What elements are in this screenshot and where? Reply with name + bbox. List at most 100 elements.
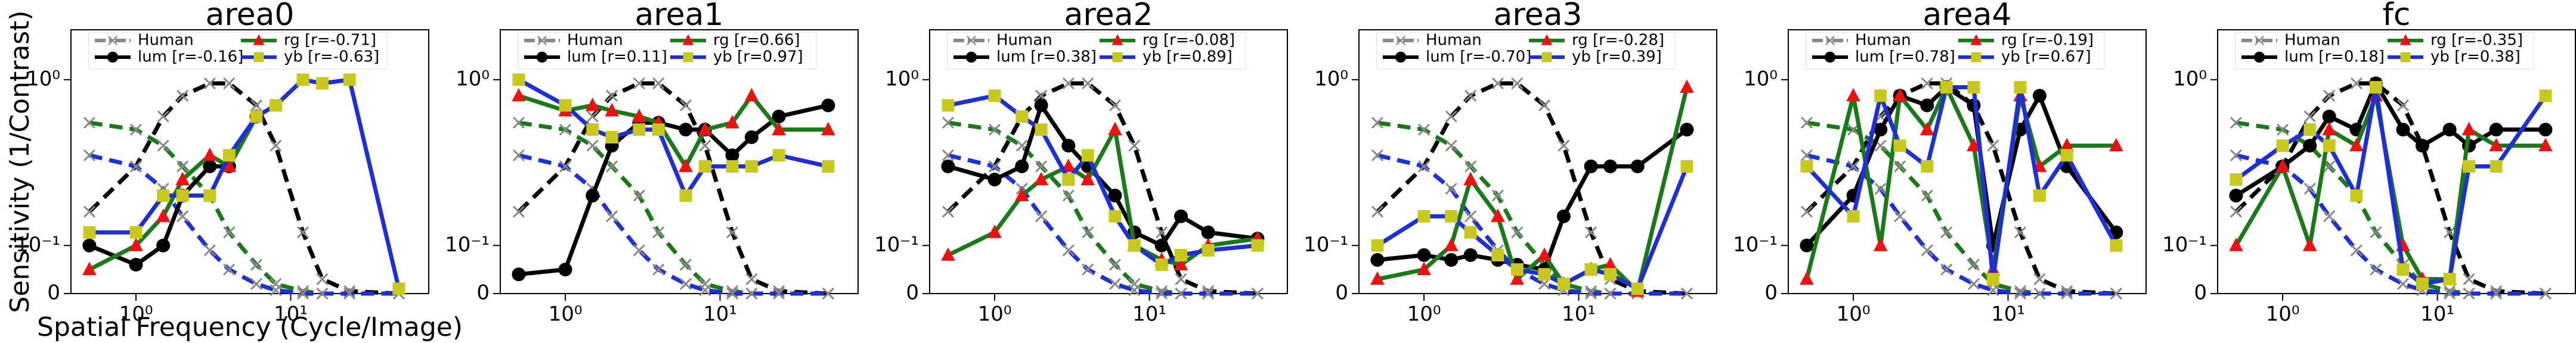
marker xyxy=(2033,189,2046,202)
marker xyxy=(1511,226,1524,239)
marker xyxy=(1109,277,1122,290)
marker xyxy=(1894,210,1906,223)
marker xyxy=(250,110,263,123)
marker xyxy=(679,277,692,290)
marker xyxy=(1680,79,1694,93)
legend-label: yb [r=0.39] xyxy=(1572,48,1662,66)
x-tick-label: 10⁰ xyxy=(119,303,153,326)
marker xyxy=(586,139,599,152)
marker xyxy=(2397,99,2410,112)
marker xyxy=(1062,173,1075,186)
marker xyxy=(772,121,787,136)
panel-title: area4 xyxy=(1922,0,2011,33)
series-line xyxy=(1805,85,2118,247)
marker xyxy=(1800,205,1813,218)
marker xyxy=(1967,81,1980,94)
marker xyxy=(1155,287,1168,300)
marker xyxy=(269,99,282,112)
marker xyxy=(2462,160,2475,173)
marker xyxy=(1680,123,1694,137)
legend-marker xyxy=(683,52,693,63)
marker xyxy=(1015,159,1029,173)
marker xyxy=(2033,273,2046,285)
marker xyxy=(1062,244,1075,257)
legend-label: Human xyxy=(1426,32,1482,49)
marker xyxy=(343,287,356,300)
marker xyxy=(1128,239,1141,252)
y-tick-label: 0 xyxy=(1335,281,1348,305)
marker xyxy=(586,188,600,202)
marker xyxy=(1894,160,1906,173)
y-tick-label: 10⁰ xyxy=(2173,67,2207,91)
marker xyxy=(1537,247,1552,261)
marker xyxy=(821,98,835,113)
legend-label: yb [r=-0.63] xyxy=(284,48,379,66)
marker xyxy=(157,139,169,152)
marker xyxy=(512,149,525,161)
marker xyxy=(2303,139,2317,153)
marker xyxy=(297,287,309,300)
marker xyxy=(2110,287,2122,300)
marker xyxy=(2415,139,2429,153)
x-tick-label: 10¹ xyxy=(274,303,308,326)
legend-box xyxy=(947,32,1246,70)
legend-box xyxy=(518,32,817,70)
human-line xyxy=(1806,153,2116,296)
marker xyxy=(1108,188,1122,202)
marker xyxy=(250,258,263,271)
marker xyxy=(1081,149,1094,162)
marker xyxy=(726,287,739,300)
panel-title: area0 xyxy=(205,0,294,33)
marker xyxy=(223,77,236,90)
series-line xyxy=(1805,85,2118,280)
marker xyxy=(1371,117,1383,129)
marker xyxy=(1082,77,1094,90)
series-line xyxy=(947,123,1258,267)
marker xyxy=(942,99,955,112)
marker xyxy=(1174,209,1188,223)
x-tick-label: 10⁰ xyxy=(1837,303,1871,326)
marker xyxy=(1584,263,1597,276)
marker xyxy=(2539,287,2552,300)
marker xyxy=(157,110,169,123)
marker xyxy=(203,189,216,202)
marker xyxy=(1174,248,1187,261)
marker xyxy=(1465,89,1477,102)
marker xyxy=(988,160,1001,173)
marker xyxy=(725,148,739,163)
marker xyxy=(2489,123,2503,137)
marker xyxy=(2323,139,2336,152)
marker xyxy=(177,160,189,173)
marker xyxy=(679,99,692,112)
marker xyxy=(1128,139,1141,152)
marker xyxy=(222,149,236,162)
marker xyxy=(1987,284,1999,297)
marker xyxy=(1603,159,1617,173)
series-line xyxy=(88,115,259,272)
series-line xyxy=(88,115,259,267)
marker xyxy=(1584,226,1597,239)
human-line xyxy=(2236,153,2546,296)
plot-frame xyxy=(70,29,429,294)
marker xyxy=(1463,248,1478,262)
y-tick-label: 10⁻¹ xyxy=(16,233,60,257)
marker xyxy=(1603,268,1617,281)
marker xyxy=(1510,271,1525,285)
marker xyxy=(156,238,171,252)
marker xyxy=(2443,273,2456,286)
plot-frame xyxy=(500,29,859,294)
legend-marker xyxy=(1541,52,1552,63)
marker xyxy=(745,273,758,285)
marker xyxy=(83,226,96,239)
marker xyxy=(129,226,143,239)
panel-title: area3 xyxy=(1493,0,1582,33)
marker xyxy=(2303,182,2316,195)
marker xyxy=(1108,121,1122,136)
x-tick-label: 10¹ xyxy=(703,303,737,326)
marker xyxy=(745,287,758,300)
marker xyxy=(2416,277,2429,291)
marker xyxy=(1035,210,1048,223)
marker xyxy=(1371,205,1383,218)
marker xyxy=(1061,158,1076,172)
